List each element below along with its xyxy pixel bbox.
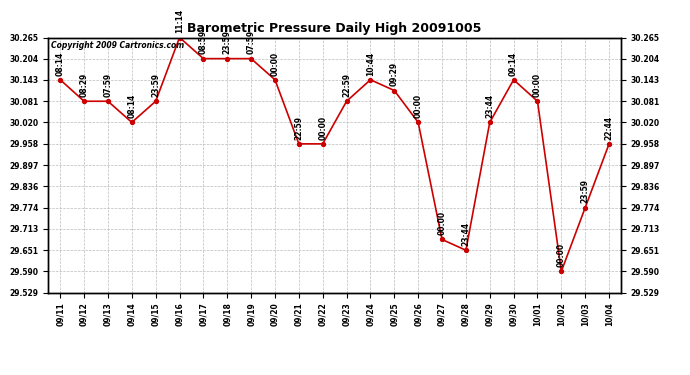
Point — [460, 247, 471, 253]
Point — [198, 56, 209, 62]
Text: 23:59: 23:59 — [151, 73, 160, 97]
Point — [508, 77, 519, 83]
Point — [174, 34, 185, 40]
Text: 00:00: 00:00 — [414, 94, 423, 118]
Point — [365, 77, 376, 83]
Title: Barometric Pressure Daily High 20091005: Barometric Pressure Daily High 20091005 — [188, 22, 482, 35]
Point — [341, 98, 352, 104]
Text: 08:14: 08:14 — [128, 94, 137, 118]
Point — [221, 56, 233, 62]
Text: 09:29: 09:29 — [390, 62, 399, 86]
Point — [246, 56, 257, 62]
Point — [580, 205, 591, 211]
Point — [413, 119, 424, 125]
Text: 07:59: 07:59 — [246, 30, 255, 54]
Point — [293, 141, 304, 147]
Point — [270, 77, 281, 83]
Text: 23:44: 23:44 — [485, 94, 494, 118]
Point — [55, 77, 66, 83]
Text: 00:00: 00:00 — [533, 73, 542, 97]
Text: 08:14: 08:14 — [56, 51, 65, 76]
Text: 09:14: 09:14 — [509, 51, 518, 76]
Point — [532, 98, 543, 104]
Text: 22:44: 22:44 — [604, 116, 613, 140]
Point — [484, 119, 495, 125]
Point — [150, 98, 161, 104]
Text: 23:44: 23:44 — [462, 222, 471, 246]
Text: 08:59: 08:59 — [199, 30, 208, 54]
Point — [604, 141, 615, 147]
Point — [388, 87, 400, 93]
Text: 00:00: 00:00 — [318, 116, 327, 140]
Point — [102, 98, 113, 104]
Point — [437, 237, 448, 243]
Text: 22:59: 22:59 — [342, 73, 351, 97]
Text: 00:00: 00:00 — [437, 211, 446, 236]
Point — [317, 141, 328, 147]
Point — [556, 268, 567, 274]
Text: Copyright 2009 Cartronics.com: Copyright 2009 Cartronics.com — [51, 41, 184, 50]
Text: 22:59: 22:59 — [295, 116, 304, 140]
Text: 08:29: 08:29 — [79, 73, 88, 97]
Text: 11:14: 11:14 — [175, 9, 184, 33]
Text: 07:59: 07:59 — [104, 73, 112, 97]
Text: 00:00: 00:00 — [557, 243, 566, 267]
Point — [79, 98, 90, 104]
Text: 00:00: 00:00 — [270, 51, 279, 76]
Point — [126, 119, 137, 125]
Text: 23:59: 23:59 — [223, 30, 232, 54]
Text: 10:44: 10:44 — [366, 51, 375, 76]
Text: 23:59: 23:59 — [581, 180, 590, 204]
